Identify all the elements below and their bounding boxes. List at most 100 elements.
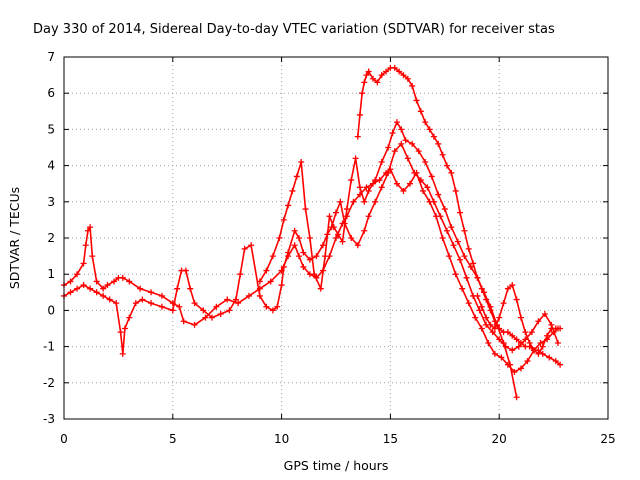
data-point [267,278,274,285]
data-point [317,285,324,292]
data-point [509,347,516,354]
data-series-track-c [256,119,520,401]
data-point [439,151,446,158]
data-point [100,285,107,292]
data-point [372,177,379,184]
data-point [276,235,283,241]
data-point [489,329,496,336]
data-point [174,285,181,292]
data-point [350,198,357,205]
data-point [289,187,296,194]
data-point [182,267,189,274]
data-point [132,300,139,307]
data-point [465,245,472,252]
y-tick-label: 7 [47,50,55,64]
data-point [119,274,126,281]
data-point [191,321,198,328]
data-point [296,253,303,260]
data-point [439,235,446,241]
data-point [461,253,468,260]
data-point [269,307,276,314]
data-point [372,198,379,205]
data-point [517,339,524,346]
data-point [326,213,333,220]
data-point [461,227,468,234]
data-point [463,274,470,281]
data-point [435,140,442,147]
data-series-track-d [354,64,564,368]
data-point [280,216,287,223]
data-point [396,68,403,75]
y-tick-label: -1 [43,340,55,354]
data-point [393,119,400,126]
data-point [352,155,359,162]
x-tick-label: 25 [600,432,615,446]
data-point [537,339,544,346]
data-point [430,198,437,205]
series-trace [63,143,559,355]
chart-title: Day 330 of 2014, Sidereal Day-to-day VTE… [33,22,555,37]
data-point [363,184,370,191]
data-point [200,307,207,314]
y-tick-label: 0 [47,303,55,317]
data-point [513,394,520,401]
data-point [383,68,390,75]
axis-layer: 0 5 10 15 20 25 -3 -2 -1 0 1 2 3 4 5 6 7 [43,50,616,446]
data-point [348,177,355,184]
x-tick-label: 0 [60,432,68,446]
data-point [217,311,224,318]
data-point [437,213,444,220]
data-point [398,140,405,147]
data-point [126,278,133,285]
data-point [509,332,516,339]
data-point [293,173,300,180]
data-point [450,242,457,249]
data-point [517,314,524,321]
data-point [278,282,285,289]
data-point [302,206,309,213]
y-tick-label: 3 [47,195,55,209]
data-point [337,198,344,205]
data-point [232,296,239,303]
y-tick-label: -2 [43,376,55,390]
y-tick-label: -3 [43,412,55,426]
data-point [300,249,307,256]
data-point [409,82,416,89]
data-layer [61,64,564,401]
data-point [472,314,479,321]
data-point [84,227,91,234]
data-point [474,274,481,281]
data-point [413,97,420,104]
data-point [452,187,459,194]
data-point [541,311,548,318]
series-trace [259,121,518,398]
data-point [330,224,337,231]
data-point [121,325,128,332]
data-point [528,329,535,336]
data-point [100,292,107,299]
data-point [67,278,74,285]
data-point [491,318,498,325]
data-point [474,292,481,299]
data-point [487,307,494,314]
data-point [539,343,546,350]
data-point [452,271,459,278]
data-point [557,325,564,332]
data-point [441,206,448,213]
data-point [363,72,370,79]
data-point [300,263,307,270]
data-point [487,321,494,328]
data-point [554,339,561,346]
data-point [422,119,429,126]
data-point [496,314,503,321]
data-point [504,329,511,336]
data-point [504,285,511,292]
data-point [256,278,263,285]
x-axis-label: GPS time / hours [284,458,389,473]
data-point [428,173,435,180]
data-point [400,187,407,194]
data-point [385,144,392,151]
y-tick-label: 5 [47,122,55,136]
x-tick-label: 15 [383,432,398,446]
